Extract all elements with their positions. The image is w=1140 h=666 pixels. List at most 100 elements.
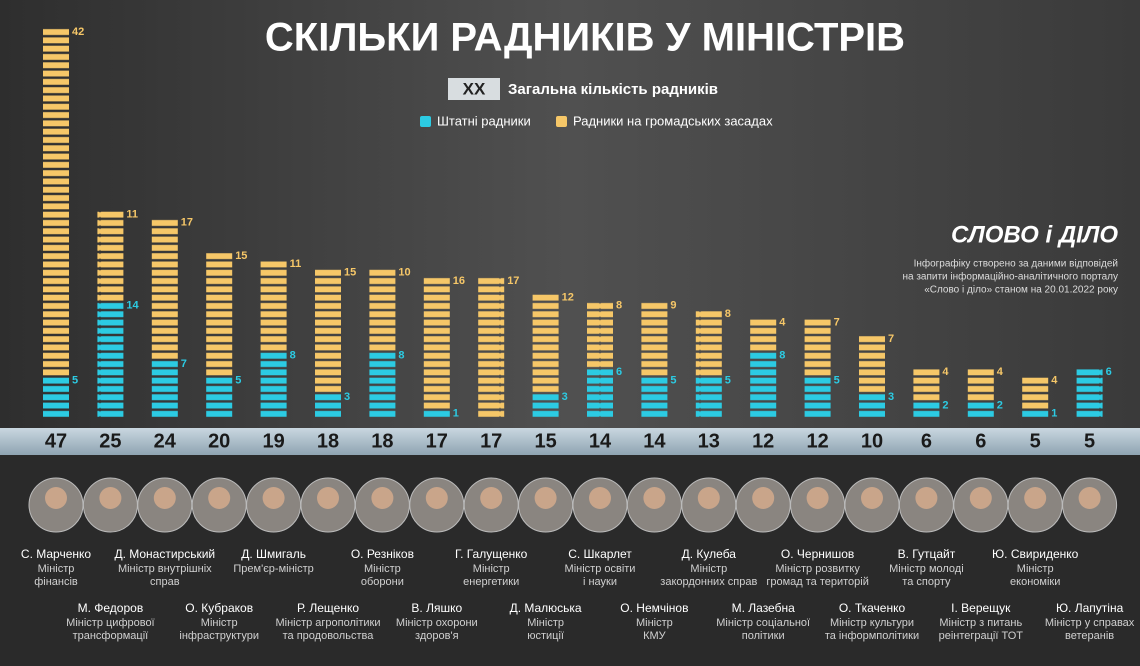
photo-head — [317, 487, 339, 509]
minister-role: Міністр цифрової — [66, 617, 154, 629]
minister-name: В. Ляшко — [411, 601, 462, 615]
value-label: 15 — [344, 267, 356, 279]
value-label: 7 — [834, 316, 840, 328]
totals-strip — [0, 428, 1140, 455]
value-label: 16 — [453, 275, 465, 287]
bar-segment — [532, 393, 559, 418]
bar-segment — [695, 376, 722, 418]
photo-head — [45, 487, 67, 509]
bar-segment — [260, 260, 287, 352]
total-badge: XX — [463, 79, 486, 98]
minister-role: і науки — [583, 576, 617, 588]
total-label: 12 — [752, 430, 774, 452]
value-label: 11 — [290, 258, 302, 270]
minister-role: Міністр — [473, 563, 510, 575]
value-label: 6 — [616, 366, 622, 378]
footer-bg — [0, 455, 1140, 666]
minister-role: ветеранів — [1065, 630, 1114, 642]
value-label: 7 — [181, 358, 187, 370]
value-label: 11 — [126, 208, 138, 220]
value-label: 8 — [616, 300, 622, 312]
legend-label: Радники на громадських засадах — [573, 113, 773, 128]
minister-name: Д. Малюська — [510, 601, 582, 615]
photo-head — [1024, 487, 1047, 509]
value-label: 5 — [834, 374, 840, 386]
value-label: 8 — [290, 350, 296, 362]
value-label: 10 — [398, 267, 410, 279]
total-label: 6 — [975, 430, 986, 452]
value-label: 3 — [888, 391, 894, 403]
minister-role: здоров'я — [415, 630, 459, 642]
bar-segment — [587, 301, 613, 369]
bar-segment — [1022, 409, 1049, 418]
value-label: 1 — [1051, 408, 1057, 420]
bar-segment — [478, 276, 505, 418]
bar-segment — [97, 301, 124, 418]
minister-name: Ю. Лапутіна — [1056, 601, 1124, 615]
minister-role: фінансів — [34, 576, 78, 588]
minister-name: О. Немчінов — [620, 601, 688, 615]
total-label: 12 — [806, 430, 828, 452]
value-label: 4 — [997, 366, 1004, 378]
total-label: 10 — [861, 430, 883, 452]
total-label: 47 — [45, 430, 67, 452]
minister-role: закордонних справ — [660, 576, 757, 588]
bar-segment — [587, 368, 613, 418]
bar-segment — [151, 359, 178, 418]
total-label: 18 — [317, 430, 339, 452]
minister-role: Міністр культури — [830, 617, 914, 629]
minister-role: та продовольства — [283, 630, 375, 642]
note-line: Інфографіку створено за даними відповіде… — [914, 258, 1118, 270]
bar-segment — [315, 268, 341, 394]
minister-name: О. Чернишов — [781, 547, 854, 561]
value-label: 12 — [562, 291, 574, 303]
total-legend-label: Загальна кількість радників — [508, 81, 718, 98]
bar-segment — [1076, 368, 1103, 418]
value-label: 17 — [507, 275, 519, 287]
photo-head — [480, 487, 503, 509]
minister-role: Міністр розвитку — [775, 563, 860, 575]
minister-name: Д. Монастирський — [114, 547, 215, 561]
value-label: 5 — [235, 374, 241, 386]
bar-segment — [260, 351, 287, 418]
value-label: 8 — [779, 350, 785, 362]
bar-segment — [913, 368, 940, 402]
photo-head — [969, 487, 992, 509]
minister-name: Г. Галущенко — [455, 547, 528, 561]
total-label: 18 — [371, 430, 393, 452]
minister-role: економіки — [1010, 576, 1060, 588]
minister-role: політики — [742, 630, 785, 642]
minister-name: М. Лазебна — [732, 601, 795, 615]
minister-role: юстиції — [527, 630, 564, 642]
bar-segment — [206, 376, 233, 418]
minister-role: Міністр — [636, 617, 673, 629]
bar-segment — [641, 301, 668, 377]
note-line: на запити інформаційно-аналітичного порт… — [902, 271, 1118, 283]
bar-segment — [369, 351, 396, 418]
minister-name: О. Резніков — [351, 547, 414, 561]
value-label: 9 — [670, 300, 676, 312]
photo-head — [697, 487, 720, 509]
photo-head — [208, 487, 231, 509]
value-label: 2 — [942, 399, 948, 411]
photo-head — [1078, 487, 1101, 509]
legend: Штатні радники Радники на громадських зас… — [420, 113, 773, 128]
minister-role: КМУ — [643, 630, 667, 642]
minister-role: енергетики — [463, 576, 519, 588]
minister-role: справ — [150, 576, 180, 588]
minister-name: М. Федоров — [78, 601, 144, 615]
bar-segment — [151, 218, 178, 360]
minister-role: Міністр агрополітики — [275, 617, 380, 629]
value-label: 42 — [72, 26, 84, 38]
bar-segment — [859, 335, 885, 394]
bar-segment — [750, 351, 777, 418]
minister-name: С. Шкарлет — [568, 547, 632, 561]
total-label: 15 — [534, 430, 556, 452]
chart-title: СКІЛЬКИ РАДНИКІВ У МІНІСТРІВ — [265, 16, 905, 60]
photo-head — [752, 487, 775, 509]
photo-head — [425, 487, 448, 509]
bar-segment — [369, 268, 396, 352]
minister-role: Міністр внутрішніх — [118, 563, 212, 575]
value-label: 4 — [779, 316, 786, 328]
total-label: 14 — [589, 430, 612, 452]
